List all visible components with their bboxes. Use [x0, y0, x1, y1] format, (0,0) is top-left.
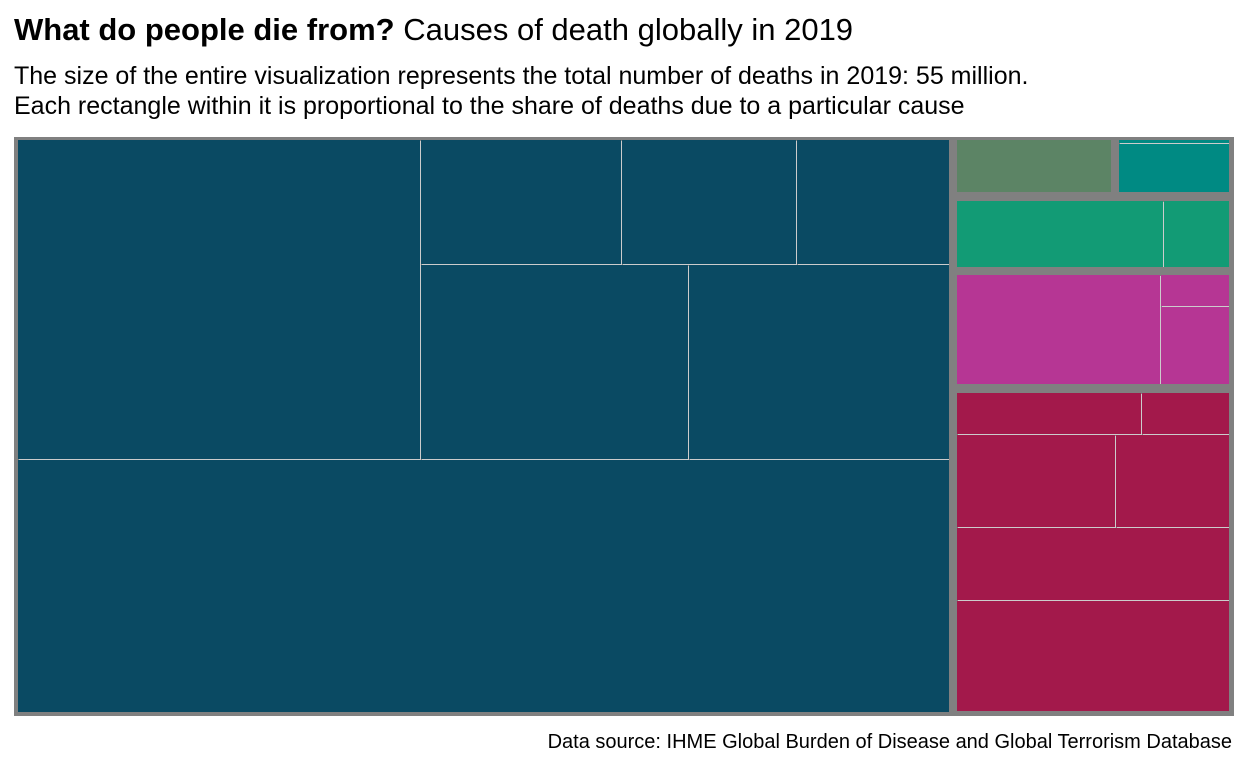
treemap-cell-group1-7: [18, 460, 949, 712]
group-gap-4: [957, 267, 1229, 275]
group-gap-1: [949, 140, 957, 712]
group-gap-8: [957, 711, 1234, 716]
treemap-cell-group5-2: [1161, 275, 1229, 306]
chart-title: What do people die from? Causes of death…: [14, 12, 853, 48]
chart-subtitle: The size of the entire visualization rep…: [14, 61, 1244, 121]
group-gap-6: [1229, 140, 1234, 716]
treemap-cell-group2-1: [957, 140, 1111, 192]
treemap-cell-group6-3: [957, 435, 1115, 527]
subtitle-line-1: The size of the entire visualization rep…: [14, 62, 1029, 90]
treemap-cell-group3-2: [1119, 144, 1229, 192]
data-source: Data source: IHME Global Burden of Disea…: [547, 731, 1232, 753]
treemap-cell-group6-5: [957, 528, 1229, 600]
title-bold: What do people die from?: [14, 12, 395, 47]
treemap-cell-group1-2: [421, 140, 621, 264]
group-gap-7: [14, 712, 957, 716]
treemap-cell-group1-4: [797, 140, 949, 264]
subtitle-line-2: Each rectangle within it is proportional…: [14, 92, 965, 120]
treemap-cell-group4-2: [1164, 201, 1229, 267]
title-rest: Causes of death globally in 2019: [403, 12, 854, 47]
treemap-cell-group6-2: [1142, 393, 1229, 434]
group-gap-3: [957, 192, 1229, 201]
treemap-cell-group5-3: [1161, 307, 1229, 384]
treemap-cell-group1-3: [622, 140, 796, 264]
treemap: [14, 137, 1234, 716]
treemap-cell-group1-6: [689, 265, 949, 459]
treemap-cell-group1-1: [18, 140, 420, 459]
treemap-cell-group3-1: [1119, 140, 1229, 143]
treemap-cell-group6-6: [957, 601, 1229, 711]
group-gap-5: [957, 384, 1229, 393]
treemap-cell-group5-1: [957, 275, 1160, 384]
treemap-cell-group4-1: [957, 201, 1163, 267]
group-gap-2: [1111, 140, 1119, 201]
treemap-cell-group6-1: [957, 393, 1141, 434]
treemap-cell-group6-4: [1116, 435, 1229, 527]
treemap-cell-group1-5: [421, 265, 688, 459]
